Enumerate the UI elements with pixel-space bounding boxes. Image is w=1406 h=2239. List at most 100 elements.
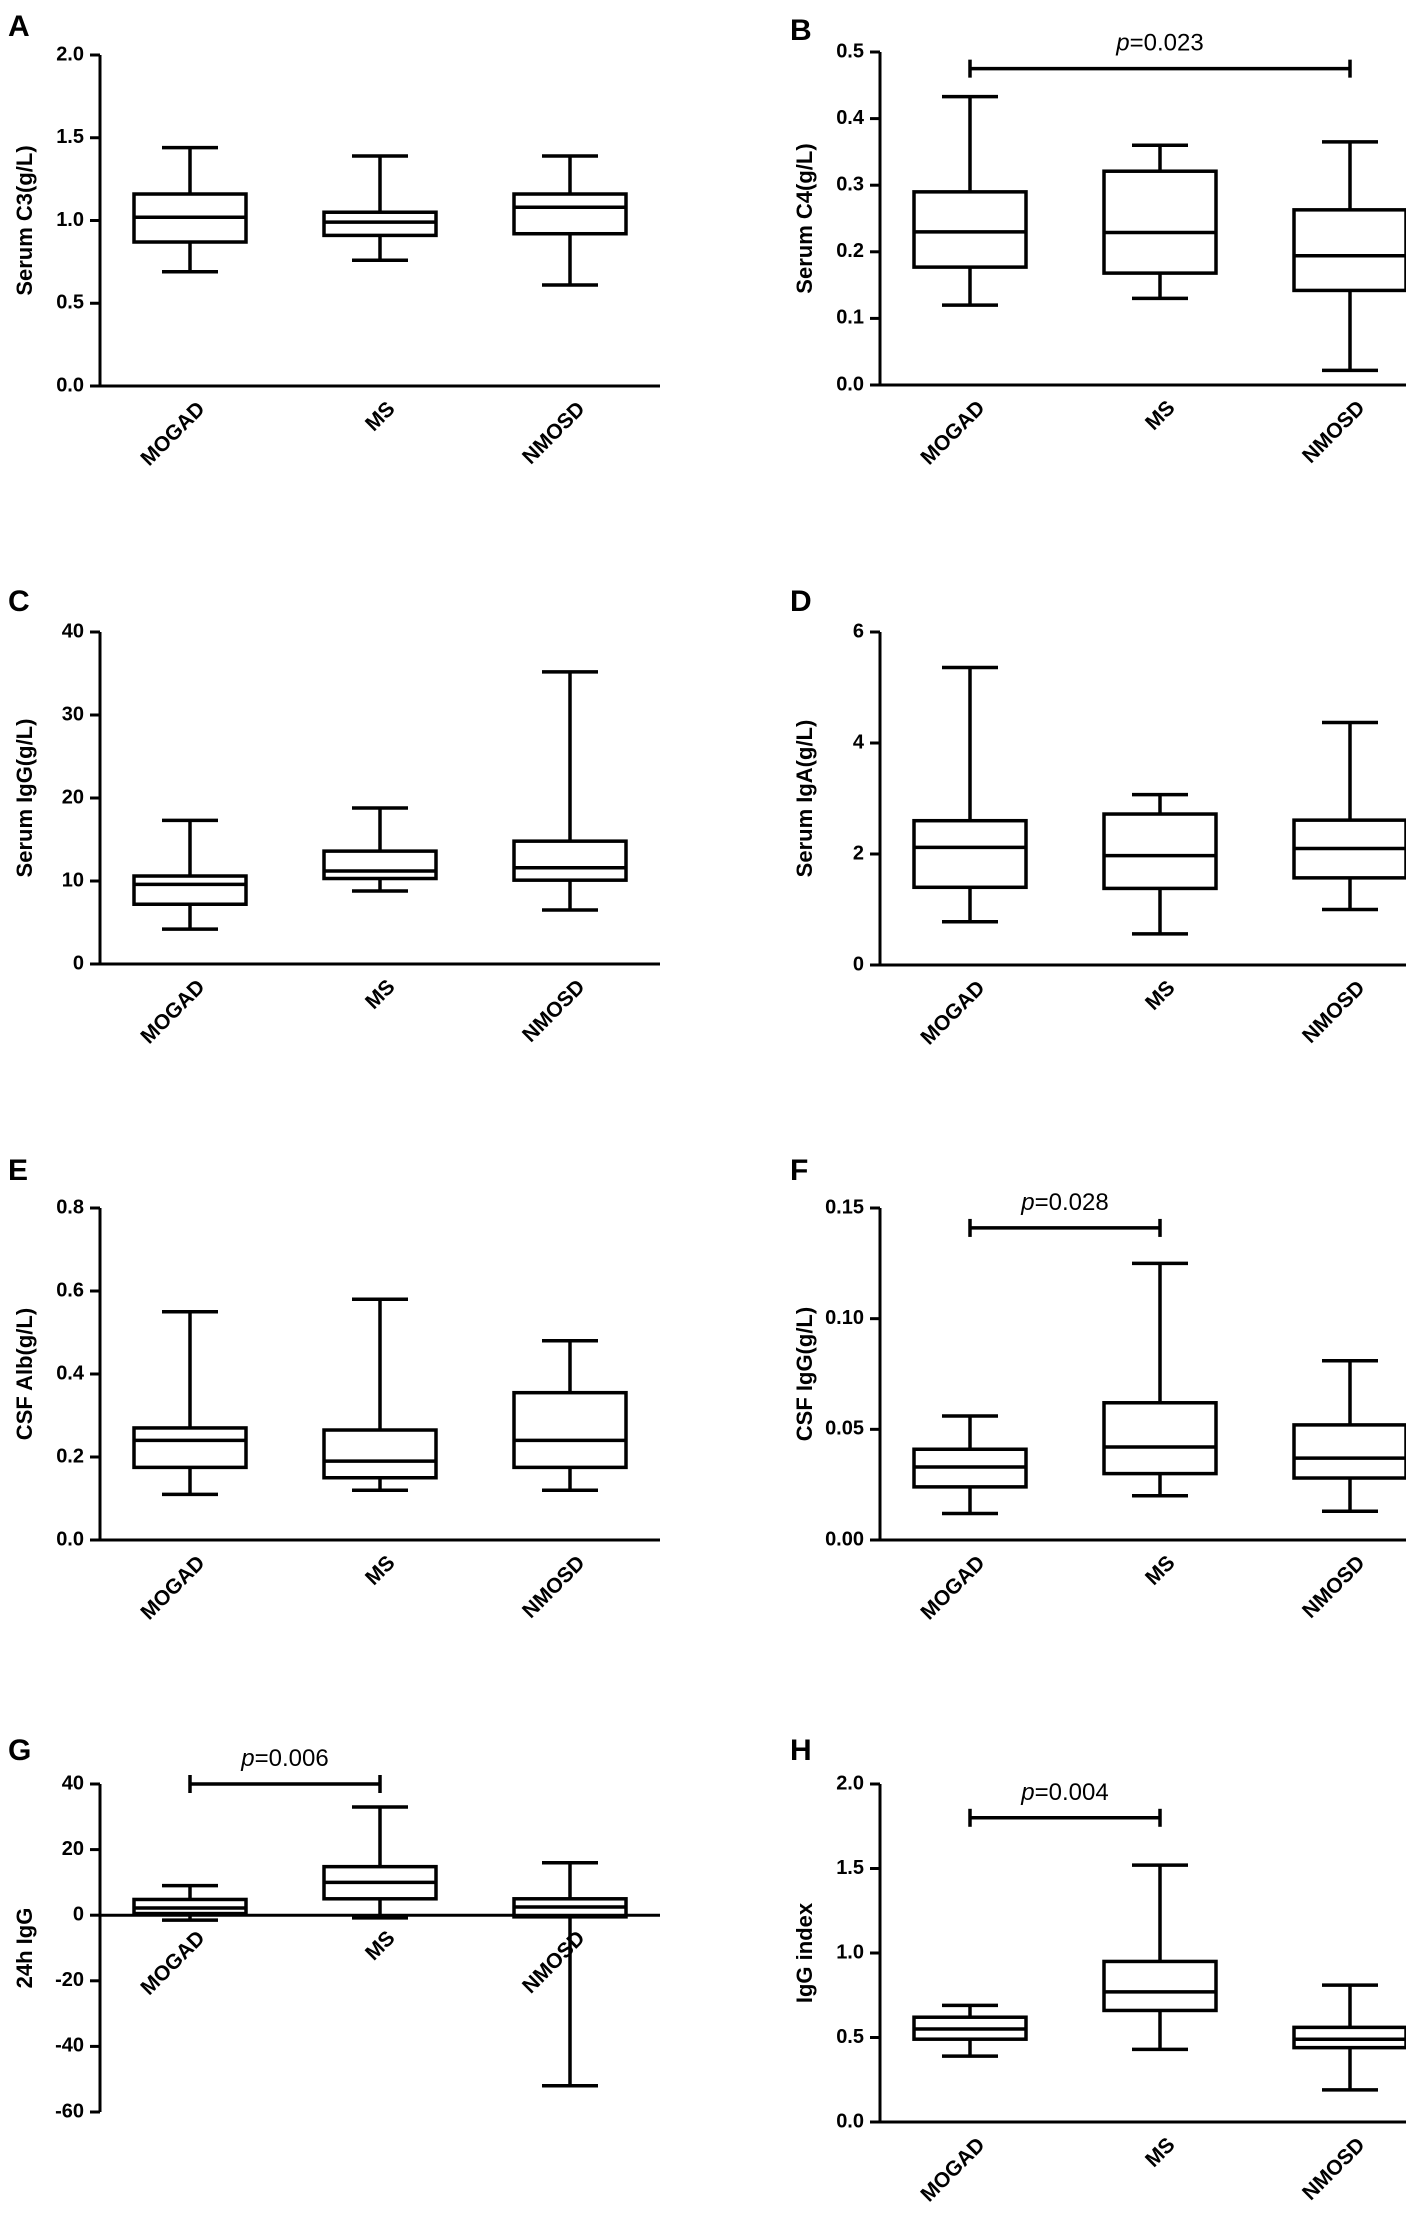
panel-letter: F: [790, 1154, 808, 1187]
box-ms: [1102, 792, 1218, 936]
y-tick-label: 0.6: [56, 1279, 84, 1301]
box-iqr: [322, 849, 438, 881]
box-iqr: [322, 1428, 438, 1480]
y-tick-label: 30: [62, 703, 84, 725]
p-value-label: p=0.004: [1020, 1779, 1108, 1806]
box-mogad: [132, 818, 248, 931]
x-tick-label: MS: [1141, 2133, 1180, 2172]
box-mogad: [132, 145, 248, 274]
box-iqr: [512, 1390, 628, 1470]
x-tick-label: NMOSD: [518, 975, 590, 1047]
box-nmosd: [512, 1860, 628, 2088]
x-tick-label: MS: [361, 975, 400, 1014]
y-tick-label: 0.1: [836, 307, 864, 329]
y-axis-label: CSF Alb(g/L): [12, 1308, 37, 1440]
y-tick-label: 0.3: [836, 173, 864, 195]
panel-letter: B: [790, 14, 812, 47]
box-iqr: [1292, 1423, 1406, 1480]
y-tick-label: 4: [853, 731, 865, 753]
p-value: =0.006: [255, 1745, 329, 1772]
box-nmosd: [1292, 140, 1406, 373]
x-tick-label: NMOSD: [518, 1926, 590, 1998]
y-tick-label: 0.2: [56, 1445, 84, 1467]
panel-letter: D: [790, 585, 812, 618]
x-tick-label: MOGAD: [916, 976, 989, 1049]
x-tick-label: MS: [1141, 1551, 1180, 1590]
y-axis-label: Serum C4(g/L): [792, 143, 817, 293]
panel-c: C 0 10 20 30 40 Serum IgG(g/L) MOGAD MS NMOSD: [8, 585, 660, 1048]
box-mogad: [912, 94, 1028, 307]
box-nmosd: [512, 1339, 628, 1492]
y-tick-label: 0: [853, 953, 864, 975]
y-tick-label: 0.00: [825, 1528, 864, 1550]
x-tick-label: MOGAD: [136, 397, 209, 470]
box-iqr: [1102, 812, 1218, 891]
panel-letter: E: [8, 1154, 28, 1187]
y-tick-label: 20: [62, 1838, 84, 1860]
y-tick-label: 2: [853, 842, 864, 864]
y-tick-label: 0: [73, 1903, 84, 1925]
x-tick-label: MOGAD: [916, 2133, 989, 2206]
box-nmosd: [1292, 1983, 1406, 2092]
box-iqr: [132, 1426, 248, 1470]
y-tick-label: -60: [55, 2100, 84, 2122]
box-nmosd: [1292, 720, 1406, 912]
y-tick-label: 40: [62, 620, 84, 642]
y-tick-label: 2.0: [836, 1772, 864, 1794]
y-tick-label: 20: [62, 786, 84, 808]
x-tick-label: NMOSD: [1298, 2133, 1370, 2205]
y-axis-label: 24h IgG: [12, 1908, 37, 1989]
p-value-label: p=0.006: [240, 1745, 328, 1772]
y-tick-label: -20: [55, 1969, 84, 1991]
box-iqr: [1102, 1401, 1218, 1476]
x-tick-label: MOGAD: [916, 1551, 989, 1624]
y-tick-label: 0.0: [836, 373, 864, 395]
box-mogad: [912, 1414, 1028, 1516]
panel-d: D 0 2 4 6 Serum IgA(g/L) MOGAD MS NMOSD: [790, 585, 1406, 1049]
y-tick-label: 0.05: [825, 1418, 864, 1440]
y-tick-label: 6: [853, 620, 864, 642]
y-tick-label: 0: [73, 952, 84, 974]
box-ms: [1102, 143, 1218, 301]
p-value: =0.023: [1130, 30, 1204, 57]
box-ms: [322, 1805, 438, 1920]
box-mogad: [132, 1310, 248, 1497]
x-tick-label: MOGAD: [136, 975, 209, 1048]
box-nmosd: [1292, 1358, 1406, 1513]
box-ms: [322, 154, 438, 262]
p-symbol: p: [1020, 1779, 1034, 1806]
x-tick-label: MOGAD: [136, 1926, 209, 1999]
x-tick-label: MS: [1141, 976, 1180, 1015]
panel-h: H 0.0 0.5 1.0 1.5 2.0 IgG index MOGAD MS NMOSD p=0…: [790, 1734, 1406, 2206]
x-tick-label: NMOSD: [518, 1551, 590, 1623]
y-tick-label: 0.0: [56, 1528, 84, 1550]
y-axis-label: IgG index: [792, 1902, 817, 2003]
p-symbol: p: [1115, 30, 1129, 57]
box-ms: [1102, 1261, 1218, 1498]
box-iqr: [512, 192, 628, 236]
panel-a: A 0.0 0.5 1.0 1.5 2.0 Serum C3(g/L) MOGAD MS NMOS…: [8, 10, 660, 470]
box-mogad: [132, 1883, 248, 1922]
x-tick-label: NMOSD: [1298, 976, 1370, 1048]
x-tick-label: NMOSD: [1298, 1551, 1370, 1623]
x-tick-label: MS: [361, 1926, 400, 1965]
y-tick-label: 1.5: [836, 1857, 864, 1879]
box-iqr: [912, 818, 1028, 890]
y-tick-label: 0.4: [56, 1362, 85, 1384]
y-tick-label: 0.5: [836, 2026, 864, 2048]
x-tick-label: MS: [361, 1551, 400, 1590]
y-tick-label: 10: [62, 869, 84, 891]
box-ms: [1102, 1863, 1218, 2052]
x-tick-label: MS: [361, 397, 400, 436]
x-tick-label: MOGAD: [136, 1551, 209, 1624]
p-value-label: p=0.023: [1115, 30, 1203, 57]
y-axis-label: CSF IgG(g/L): [792, 1307, 817, 1441]
y-tick-label: 2.0: [56, 43, 84, 65]
box-nmosd: [512, 154, 628, 287]
panel-letter: G: [8, 1734, 31, 1767]
panel-e: E 0.0 0.2 0.4 0.6 0.8 CSF Alb(g/L) MOGAD MS NMOSD: [8, 1154, 660, 1624]
y-axis-label: Serum C3(g/L): [12, 145, 37, 295]
panel-letter: C: [8, 585, 30, 618]
box-iqr: [1102, 169, 1218, 275]
